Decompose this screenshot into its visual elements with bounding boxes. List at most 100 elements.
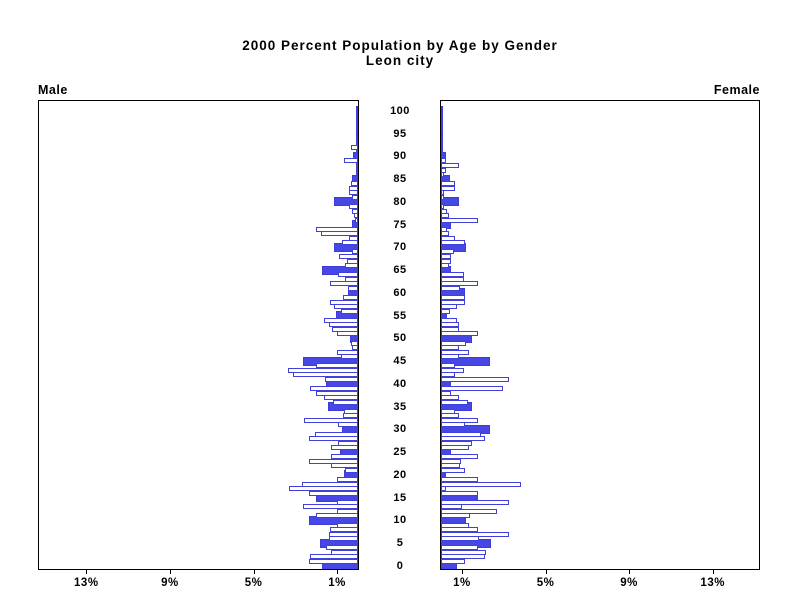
bar-male-age-69	[351, 249, 358, 255]
pct-tick-left-9	[169, 569, 171, 574]
bar-female-age-47	[441, 349, 470, 355]
age-axis-label-55: 55	[393, 309, 407, 322]
bar-female-age-16	[441, 490, 478, 496]
bar-female-age-86	[441, 172, 445, 178]
pct-tick-right-5	[545, 569, 547, 574]
bar-male-age-29	[315, 431, 358, 437]
age-axis-label-85: 85	[393, 173, 407, 186]
bar-female-age-63	[441, 276, 464, 282]
bar-male-age-48	[351, 345, 358, 351]
bar-male-age-1	[308, 558, 358, 564]
bar-female-age-6	[441, 536, 479, 542]
bar-male-age-12	[337, 508, 358, 514]
age-axis-label-20: 20	[393, 468, 407, 481]
bar-female-age-19	[441, 477, 478, 483]
bar-female-age-88	[441, 163, 459, 168]
bar-male-age-49	[350, 340, 358, 346]
bar-female-age-18	[441, 481, 522, 487]
bar-male-age-31	[338, 422, 358, 428]
bar-male-age-84	[350, 181, 358, 187]
bar-female-age-21	[441, 467, 466, 473]
bar-male-age-92	[350, 144, 358, 150]
bar-female-age-31	[441, 422, 466, 428]
bar-female-age-78	[441, 208, 448, 214]
pct-tick-label-right-13: 13%	[700, 577, 725, 589]
bar-female-age-26	[441, 445, 470, 451]
bar-female-age-72	[441, 235, 455, 241]
bar-male-age-81	[351, 194, 358, 200]
bar-male-age-87	[355, 167, 358, 173]
age-axis-label-0: 0	[396, 560, 404, 572]
bar-male-age-63	[345, 276, 358, 282]
bar-female-age-62	[441, 281, 478, 287]
bar-male-age-33	[343, 413, 358, 419]
bar-female-age-59	[441, 294, 466, 300]
bar-female-age-23	[441, 458, 461, 464]
bar-male-age-26	[330, 445, 358, 451]
bar-male-age-52	[331, 326, 358, 332]
age-axis-label-50: 50	[393, 332, 407, 345]
bar-male-age-27	[338, 440, 358, 446]
age-axis-label-60: 60	[393, 286, 407, 299]
bar-male-age-89	[344, 158, 358, 164]
bar-female-age-4	[441, 545, 478, 551]
bar-male-age-46	[341, 354, 358, 360]
male-bars-panel	[38, 100, 359, 570]
bar-female-age-41	[441, 376, 509, 382]
bar-male-age-80	[333, 197, 358, 207]
bar-female-age-81	[441, 194, 445, 200]
bar-male-age-96	[356, 126, 358, 132]
bar-male-age-7	[328, 531, 358, 537]
bar-male-age-88	[355, 163, 358, 168]
pct-tick-label-right-9: 9%	[620, 577, 638, 589]
bar-male-age-47	[337, 349, 358, 355]
bar-female-age-91	[441, 149, 444, 155]
bar-female-age-43	[441, 367, 464, 373]
bar-female-age-80	[441, 197, 459, 207]
bar-female-age-34	[441, 408, 455, 414]
bar-female-age-97	[441, 122, 443, 128]
bar-male-age-16	[308, 490, 358, 496]
bar-female-age-82	[441, 190, 445, 196]
bar-male-age-58	[329, 299, 358, 305]
bar-female-age-68	[441, 254, 452, 260]
bar-female-age-71	[441, 240, 466, 246]
bar-male-age-23	[308, 458, 358, 464]
bar-male-age-99	[356, 112, 358, 118]
bar-female-age-45	[441, 356, 491, 366]
bar-female-age-77	[441, 213, 450, 219]
bar-male-age-68	[339, 254, 358, 260]
bar-male-age-43	[288, 367, 358, 373]
bar-male-age-3	[330, 549, 358, 555]
bar-female-age-54	[441, 317, 457, 323]
bar-female-age-87	[441, 167, 447, 173]
pct-tick-left-5	[253, 569, 255, 574]
bar-male-age-61	[347, 285, 358, 291]
bar-female-age-7	[441, 531, 509, 537]
bar-female-age-17	[441, 486, 447, 492]
age-axis-label-15: 15	[393, 491, 407, 504]
age-axis-label-90: 90	[393, 150, 407, 163]
bar-male-age-86	[355, 172, 358, 178]
pct-tick-right-1	[461, 569, 463, 574]
bar-female-age-22	[441, 463, 460, 469]
bar-female-age-83	[441, 185, 455, 191]
bar-female-age-69	[441, 249, 454, 255]
bar-female-age-93	[441, 140, 443, 146]
bar-male-age-73	[321, 231, 358, 237]
age-axis-label-80: 80	[393, 195, 407, 208]
bar-female-age-61	[441, 285, 460, 291]
bar-female-age-13	[441, 504, 462, 510]
bar-male-age-67	[346, 258, 358, 264]
bar-female-age-58	[441, 299, 466, 305]
bar-female-age-66	[441, 263, 450, 269]
chart-title: 2000 Percent Population by Age by Gender…	[0, 38, 800, 68]
bar-female-age-57	[441, 304, 457, 310]
female-panel-header: Female	[713, 83, 760, 97]
bar-female-age-52	[441, 326, 459, 332]
pct-tick-label-left-1: 1%	[328, 577, 346, 589]
age-axis-label-45: 45	[393, 355, 407, 368]
bar-male-age-53	[328, 322, 358, 328]
bar-female-age-53	[441, 322, 459, 328]
